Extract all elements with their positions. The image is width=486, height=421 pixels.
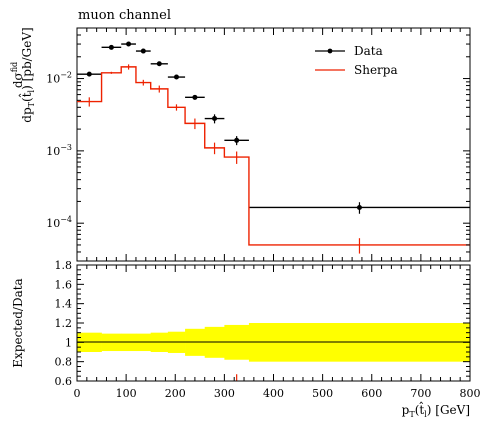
main-y-tick-label: 10−4: [46, 215, 72, 230]
main-y-tick-label: 10−2: [46, 71, 72, 86]
legend-sherpa-label: Sherpa: [354, 63, 398, 77]
main-y-axis-label: dσfiddpT(t̂l) [pb/GeV]: [10, 27, 36, 122]
ratio-y-tick-label: 1.6: [55, 278, 73, 291]
ratio-y-tick-label: 0.8: [55, 356, 73, 369]
chart-title: muon channel: [78, 8, 171, 23]
data-point: [356, 204, 362, 210]
ratio-x-tick-label: 500: [312, 387, 333, 400]
data-point: [86, 71, 92, 77]
ratio-x-tick-label: 300: [214, 387, 235, 400]
ratio-x-ticks: 0 100 200 300 400 500 600 700 800: [74, 265, 481, 400]
legend-data-marker: [327, 48, 333, 54]
main-marks: [77, 41, 470, 254]
sherpa-step-line: [77, 66, 470, 246]
data-point: [108, 44, 114, 50]
main-panel: 10−2 10−3 10−4 dσfiddpT(t̂l) [pb/GeV] Data…: [10, 27, 471, 262]
ratio-y-axis-label: Expected/Data: [11, 278, 25, 367]
ratio-x-tick-label: 100: [116, 387, 137, 400]
ratio-x-tick-label: 200: [165, 387, 186, 400]
main-x-ticks: [76, 28, 471, 261]
main-y-ticks: 10−2 10−3 10−4: [46, 27, 470, 262]
data-point: [234, 137, 240, 143]
data-point: [192, 94, 198, 100]
main-y-tick-label: 10−3: [46, 143, 72, 158]
legend-data-label: Data: [354, 44, 383, 58]
legend: Data Sherpa: [315, 44, 398, 77]
ratio-x-tick-label: 400: [263, 387, 284, 400]
ratio-x-axis-label: pT(t̂l) [GeV]: [402, 400, 470, 419]
data-point: [156, 61, 162, 67]
data-point: [140, 48, 146, 54]
ratio-y-tick-label: 1.4: [55, 298, 73, 311]
main-plot-frame: [76, 27, 471, 262]
ratio-y-tick-label: 1.2: [55, 317, 73, 330]
ratio-x-tick-label: 700: [410, 387, 431, 400]
ratio-x-tick-label: 600: [361, 387, 382, 400]
ratio-x-tick-label: 0: [74, 387, 81, 400]
ratio-panel: 0.6 0.8 1 1.2 1.4 1.6 1.8 0 100 200 300 400 500 600 7…: [11, 259, 481, 419]
data-point: [212, 116, 218, 122]
ratio-y-tick-label: 1: [65, 336, 72, 349]
ratio-y-tick-label: 0.6: [55, 375, 73, 388]
ratio-y-ticks: 0.6 0.8 1 1.2 1.4 1.6 1.8: [55, 259, 470, 388]
ratio-y-tick-label: 1.8: [55, 259, 73, 272]
data-point: [173, 74, 179, 80]
ratio-x-tick-label: 800: [460, 387, 481, 400]
data-point: [126, 41, 132, 47]
